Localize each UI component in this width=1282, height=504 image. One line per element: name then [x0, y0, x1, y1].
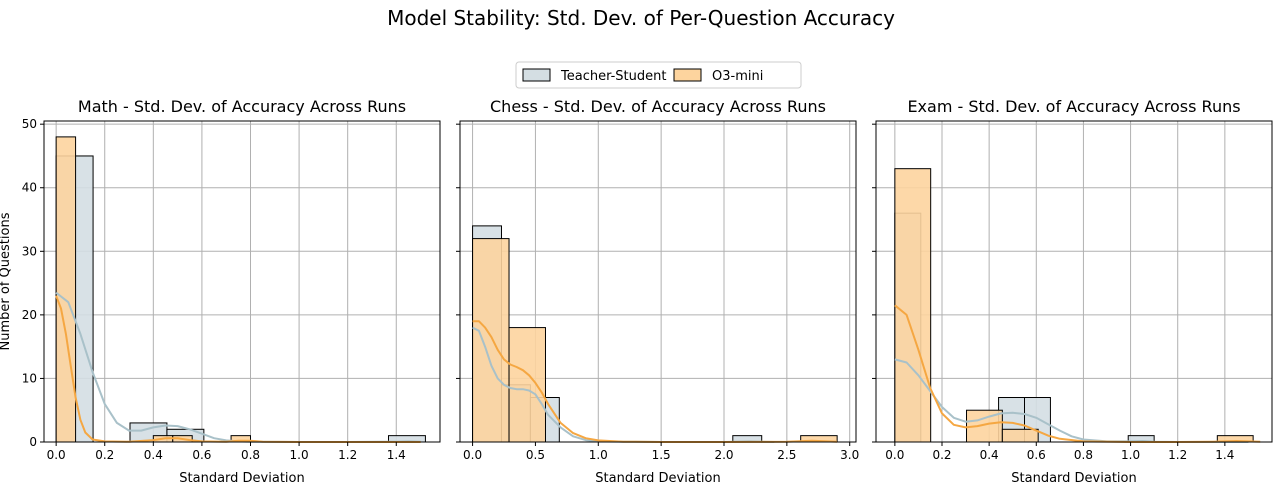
chess-xtick-label: 2.0 — [714, 448, 733, 462]
math-xtick-label: 0.6 — [192, 448, 211, 462]
exam-kde-teacher-student — [894, 358, 1249, 443]
figure-title: Model Stability: Std. Dev. of Per-Questi… — [387, 6, 895, 30]
math-kde-o3-mini — [55, 295, 421, 443]
legend-label-o3-mini: O3-mini — [712, 69, 763, 84]
math-xtick-label: 1.0 — [290, 448, 309, 462]
math-ytick-label: 10 — [22, 371, 37, 385]
math-ytick-label: 40 — [22, 181, 37, 195]
math-xtick-label: 1.2 — [338, 448, 357, 462]
math-xtick-label: 0.8 — [241, 448, 260, 462]
chess-title: Chess - Std. Dev. of Accuracy Across Run… — [490, 97, 826, 116]
chess-xtick-label: 0.0 — [463, 448, 482, 462]
math-bar-o3-mini — [55, 136, 77, 443]
math-ylabel: Number of Questions — [0, 212, 13, 350]
exam-xtick-label: 0.4 — [980, 448, 999, 462]
math-xlabel: Standard Deviation — [179, 471, 304, 486]
legend-label-teacher-student: Teacher-Student — [560, 69, 666, 84]
exam-xtick-label: 0.6 — [1027, 448, 1046, 462]
chess-xtick-label: 0.5 — [526, 448, 545, 462]
exam-title: Exam - Std. Dev. of Accuracy Across Runs — [907, 97, 1240, 116]
exam-xtick-label: 0.8 — [1074, 448, 1093, 462]
exam-bar-o3-mini — [894, 168, 932, 443]
legend-frame — [515, 61, 802, 89]
chess-bar-o3-mini — [472, 238, 510, 443]
chess-xtick-label: 2.5 — [777, 448, 796, 462]
math-ytick-label: 20 — [22, 308, 37, 322]
exam-bar-o3-mini — [1001, 428, 1039, 443]
exam-xtick-label: 0.2 — [932, 448, 951, 462]
chess-axes-frame — [459, 120, 857, 443]
chess-panel: 0.0 0.5 1.0 1.5 2.0 2.5 3.0 Chess - Std. Dev. o… — [456, 97, 859, 486]
chess-xtick-label: 1.5 — [652, 448, 671, 462]
exam-kde-o3-mini — [894, 304, 1261, 443]
math-title: Math - Std. Dev. of Accuracy Across Runs — [78, 97, 406, 116]
legend-swatch-o3-mini — [673, 68, 702, 82]
math-xtick-label: 0.2 — [95, 448, 114, 462]
exam-panel: 0.0 0.2 0.4 0.6 0.8 1.0 1.2 1.4 Exam - Std. Dev.… — [872, 97, 1273, 486]
math-ytick-label: 30 — [22, 244, 37, 258]
math-xtick-label: 0.4 — [144, 448, 163, 462]
exam-xtick-label: 0.0 — [885, 448, 904, 462]
math-panel: 0.0 0.2 0.4 0.6 0.8 1.0 1.2 1.4 0 10 20 30 40 50 Math … — [0, 97, 441, 486]
math-xtick-label: 0.0 — [47, 448, 66, 462]
chess-xlabel: Standard Deviation — [595, 471, 720, 486]
exam-xtick-label: 1.4 — [1215, 448, 1234, 462]
panels: 0.0 0.2 0.4 0.6 0.8 1.0 1.2 1.4 0 10 20 30 40 50 Math … — [0, 97, 1273, 486]
exam-axes-frame — [875, 120, 1273, 443]
math-ytick-label: 0 — [29, 435, 37, 449]
exam-xtick-label: 1.0 — [1121, 448, 1140, 462]
math-ytick-label: 50 — [22, 117, 37, 131]
exam-xtick-label: 1.2 — [1168, 448, 1187, 462]
exam-xlabel: Standard Deviation — [1011, 471, 1136, 486]
chess-xtick-label: 1.0 — [589, 448, 608, 462]
legend-swatch-teacher-student — [522, 68, 551, 82]
chess-bar-o3-mini — [508, 327, 546, 443]
legend: Teacher-Student O3-mini — [515, 61, 802, 89]
math-xtick-label: 1.4 — [387, 448, 406, 462]
chess-xtick-label: 3.0 — [840, 448, 859, 462]
math-axes-frame — [43, 120, 441, 443]
